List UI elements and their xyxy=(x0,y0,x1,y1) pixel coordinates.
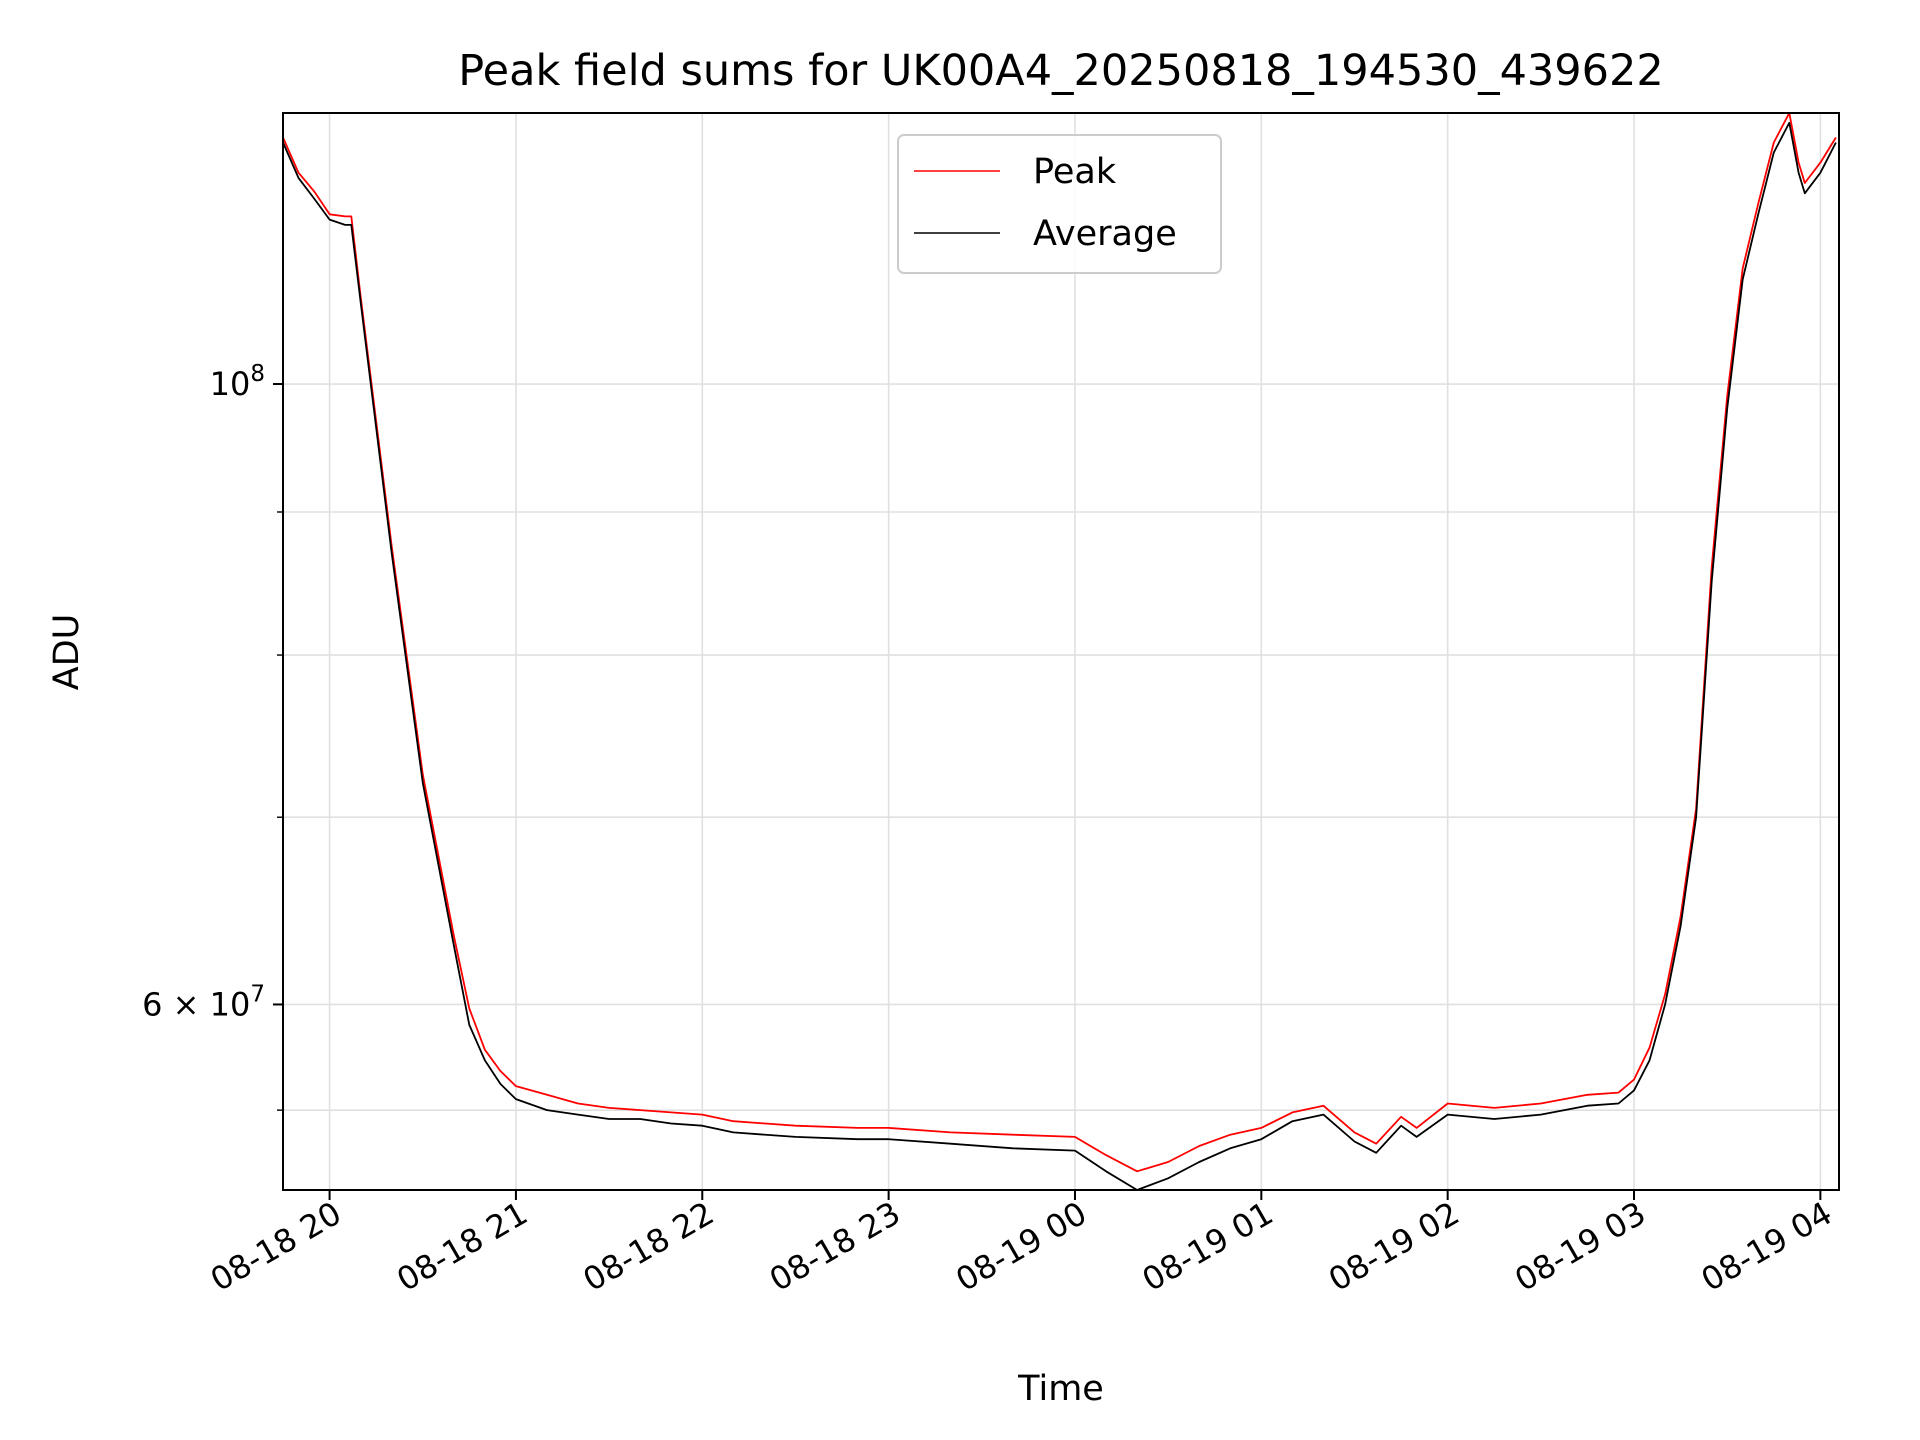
series-line-average xyxy=(283,121,1837,1190)
legend: Peak Average xyxy=(897,134,1222,274)
plot-frame xyxy=(282,112,1840,1191)
legend-label-average: Average xyxy=(1033,214,1177,254)
chart-title: Peak field sums for UK00A4_20250818_1945… xyxy=(458,46,1663,96)
x-axis-label: Time xyxy=(1017,1369,1104,1409)
y-tick-label: 6 × 107 xyxy=(142,981,265,1023)
gridlines xyxy=(283,113,1839,1190)
y-tick-label: 108 xyxy=(210,361,265,403)
series-layer xyxy=(283,113,1837,1190)
y-axis-label: ADU xyxy=(47,614,87,691)
legend-label-peak: Peak xyxy=(1033,152,1117,192)
legend-box xyxy=(897,134,1222,274)
